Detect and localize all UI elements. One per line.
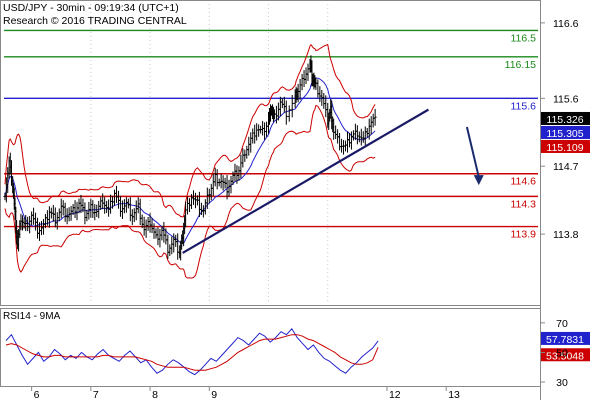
rsi-panel-frame bbox=[0, 308, 541, 387]
level-label: 116.5 bbox=[511, 32, 537, 44]
x-tick-label: 8 bbox=[152, 389, 158, 400]
x-tick-label: 12 bbox=[389, 389, 401, 400]
level-label: 116.15 bbox=[505, 59, 536, 71]
bollinger-lower-line bbox=[4, 104, 376, 279]
header-subtitle: Research © 2016 TRADING CENTRAL bbox=[3, 15, 187, 27]
level-label: 114.3 bbox=[511, 198, 537, 210]
x-tick-label: 9 bbox=[211, 389, 217, 400]
rsi-tag bbox=[541, 331, 590, 345]
y-tick-label: 114.7 bbox=[553, 161, 579, 173]
y-tick-label: 113.8 bbox=[553, 229, 579, 241]
level-label: 115.6 bbox=[511, 100, 537, 112]
forecast-arrow-shaft bbox=[465, 126, 480, 178]
rsi-title: RSI14 - 9MA bbox=[3, 311, 61, 322]
forecast-arrow-head bbox=[473, 175, 484, 186]
rsi-tag-label: 53.5048 bbox=[546, 350, 584, 362]
price-tag-label: 115.326 bbox=[546, 114, 583, 126]
rsi-line bbox=[5, 327, 379, 376]
header-title: USD/JPY - 30min - 09:19:34 (UTC+1) bbox=[3, 2, 179, 14]
rsi-ma-line bbox=[5, 334, 379, 371]
price-panel-frame bbox=[0, 0, 541, 306]
rsi-tag-label: 57.7831 bbox=[546, 334, 584, 346]
x-tick-label: 6 bbox=[34, 389, 40, 400]
moving-average-line bbox=[4, 77, 376, 244]
level-label: 113.9 bbox=[511, 229, 537, 241]
x-tick-label: 7 bbox=[93, 389, 99, 400]
rsi-tag bbox=[541, 348, 590, 362]
rsi-y-tick-label: 30 bbox=[556, 377, 568, 389]
rsi-y-tick-label: 50 bbox=[556, 347, 568, 359]
rsi-y-tick-label: 70 bbox=[556, 318, 568, 330]
y-tick-label: 115.6 bbox=[553, 93, 579, 105]
x-tick-label: 13 bbox=[448, 389, 460, 400]
level-label: 114.6 bbox=[511, 176, 537, 188]
bollinger-upper-line bbox=[4, 43, 376, 218]
y-tick-label: 116.6 bbox=[553, 18, 579, 30]
trendline bbox=[182, 108, 429, 254]
price-tag-label: 115.109 bbox=[546, 142, 583, 154]
price-tag bbox=[541, 111, 590, 125]
price-tag bbox=[541, 125, 590, 139]
price-tag-label: 115.305 bbox=[546, 128, 583, 140]
price-tag bbox=[541, 139, 590, 153]
